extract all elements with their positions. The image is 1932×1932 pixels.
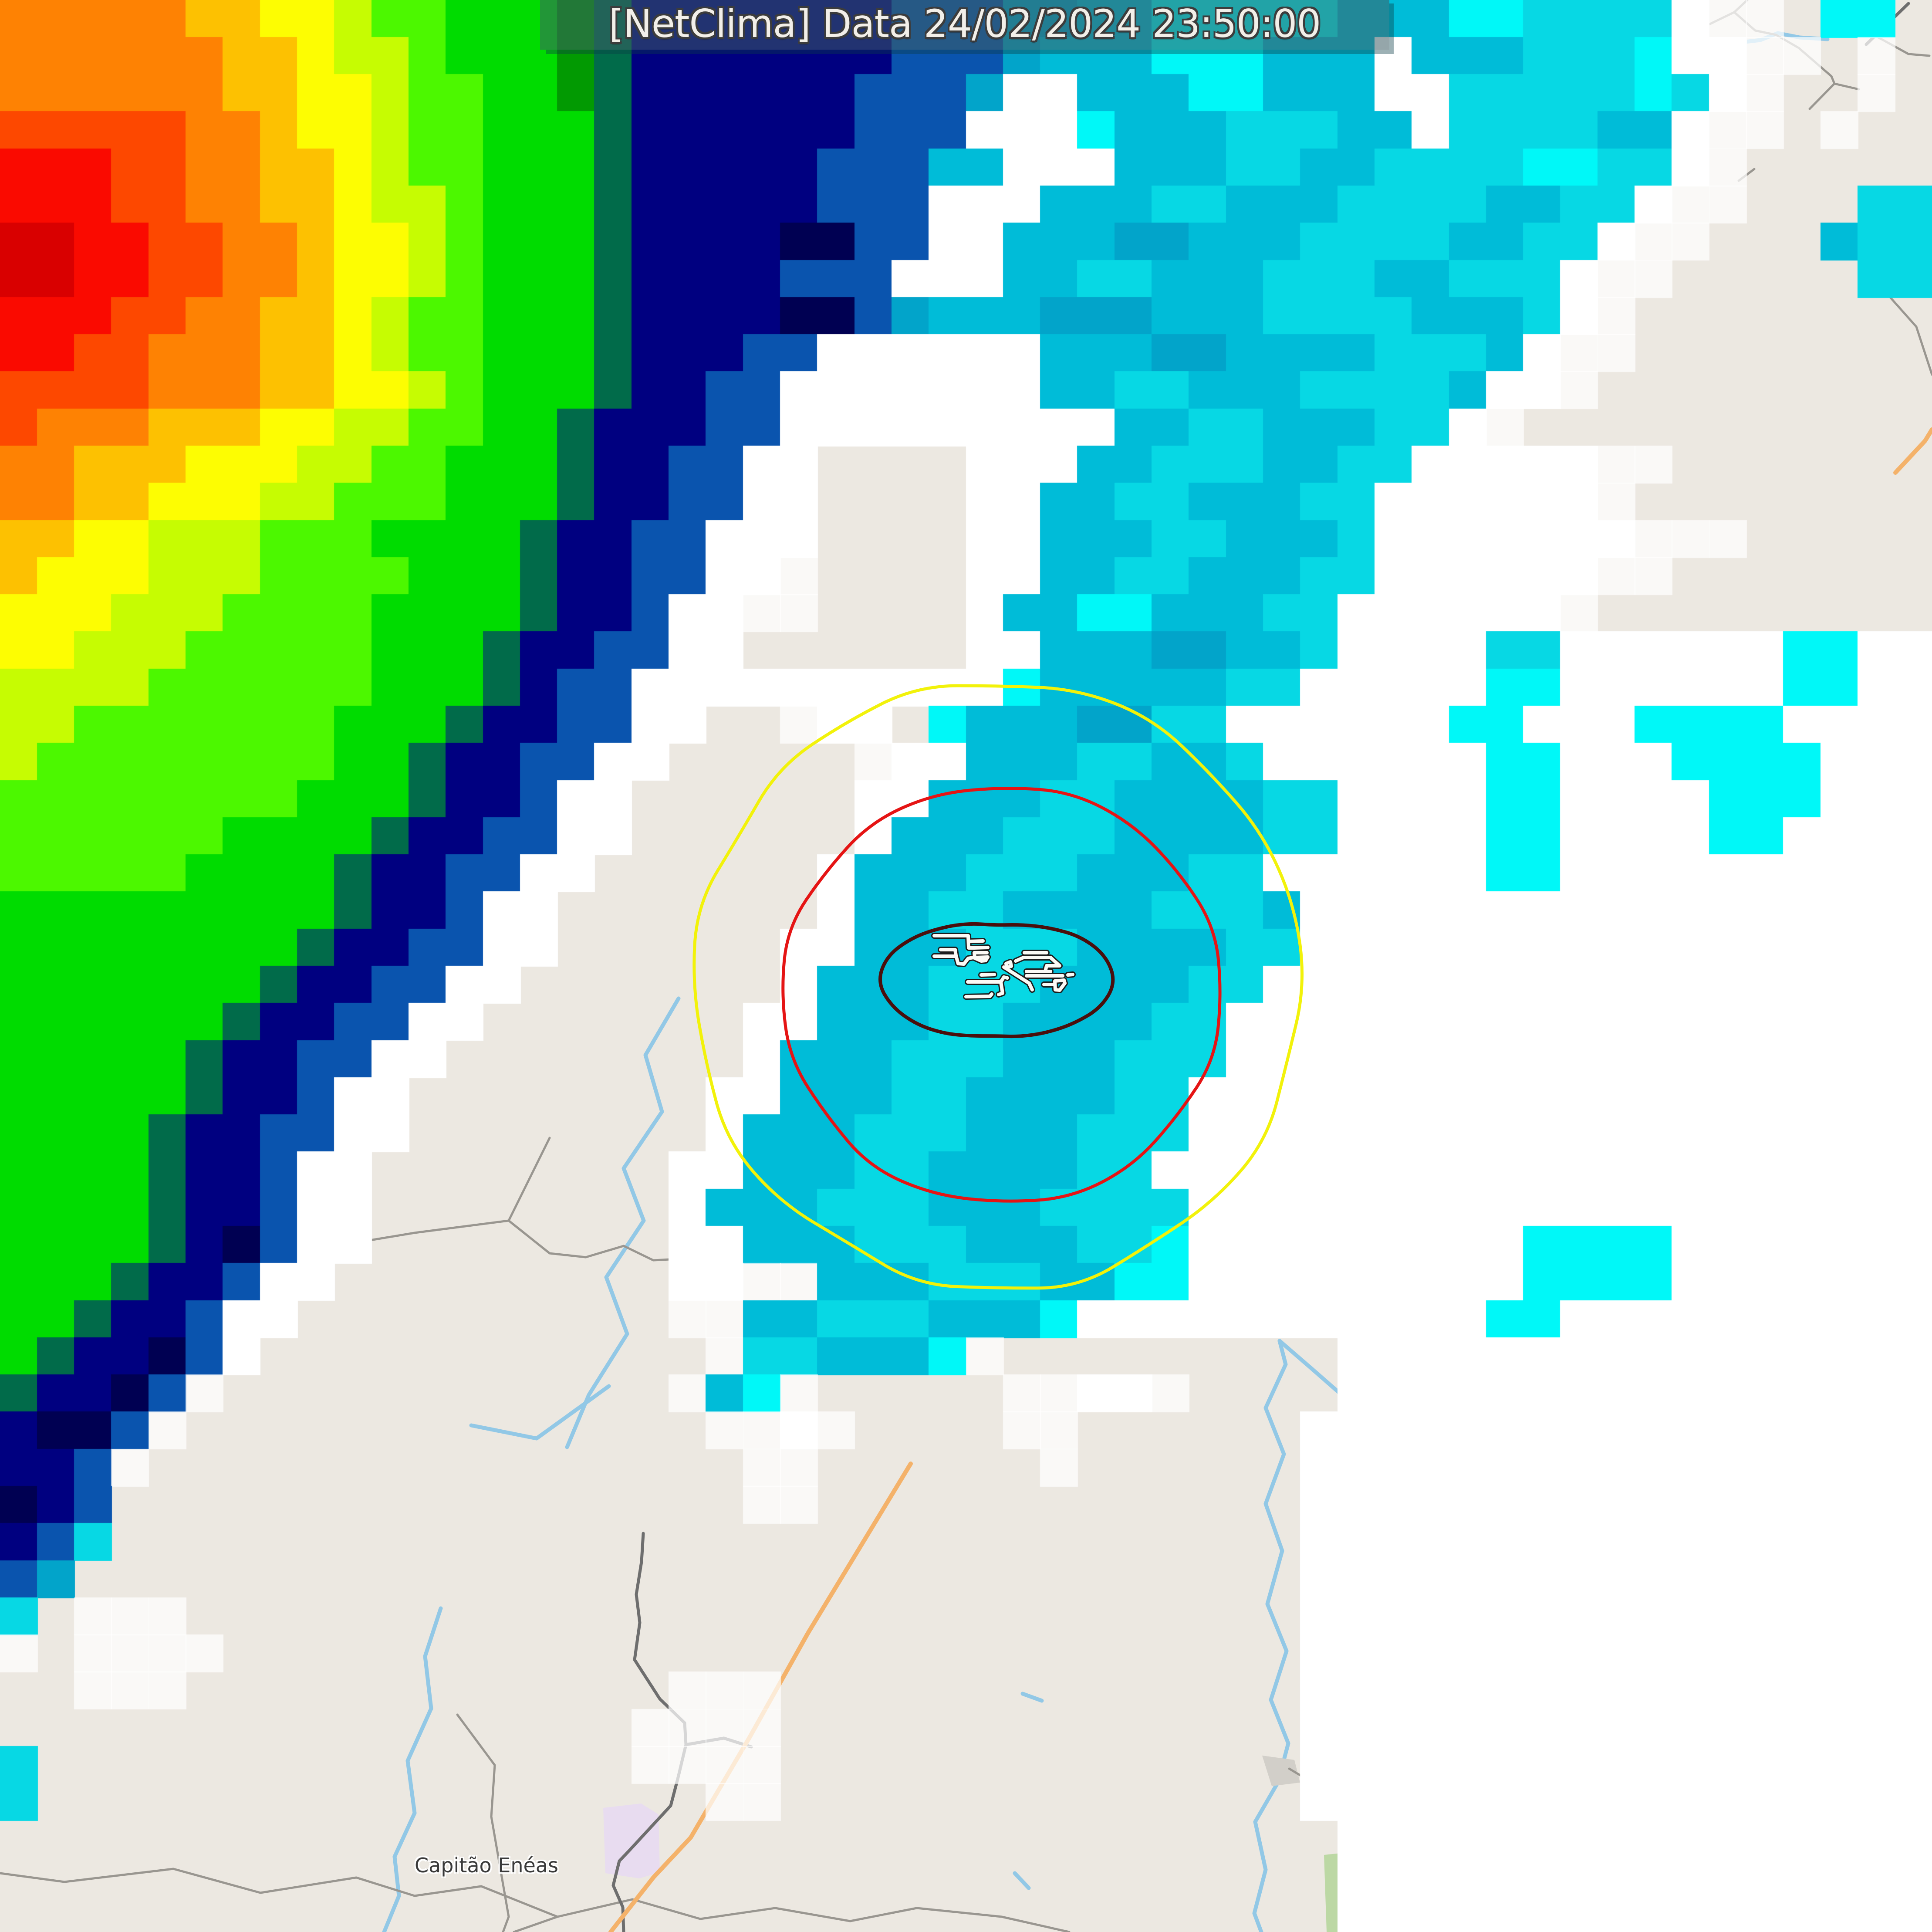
- town-street-network: [931, 933, 1076, 1000]
- middle-alert-ring: [781, 787, 1222, 1203]
- core-alert-ring: [878, 922, 1115, 1039]
- timestamp-banner: [NetClima] Data 24/02/2024 23:50:00: [540, 0, 1389, 50]
- outer-alert-ring: [692, 684, 1304, 1290]
- timestamp-text: [NetClima] Data 24/02/2024 23:50:00: [608, 1, 1321, 46]
- alert-contour-rings: [692, 684, 1304, 1290]
- town-label: Capitão Enéas: [415, 1854, 558, 1877]
